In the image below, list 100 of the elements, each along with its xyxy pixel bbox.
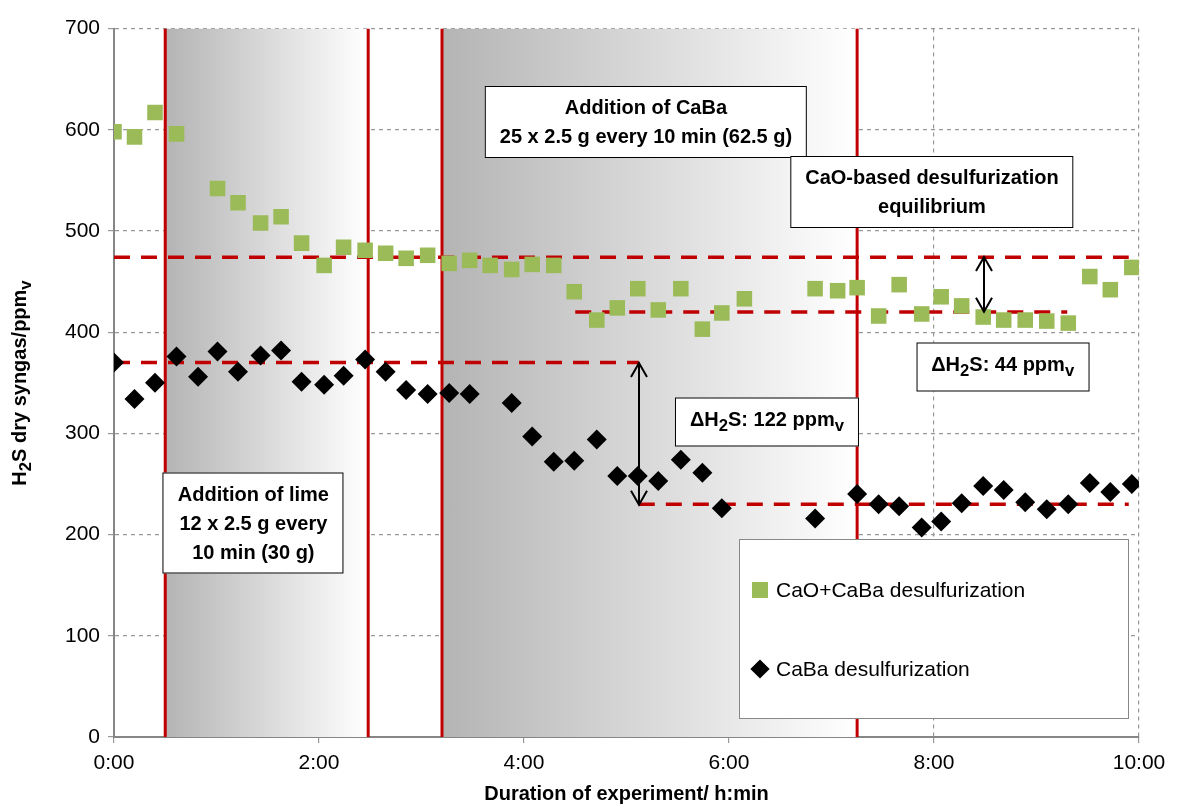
- point: [459, 383, 480, 404]
- y-tick-label: 300: [64, 420, 100, 444]
- point: [314, 374, 335, 395]
- x-tick-label: 4:00: [503, 750, 545, 774]
- point: [357, 242, 373, 259]
- point: [316, 257, 332, 274]
- point: [995, 312, 1012, 328]
- x-tick-label: 8:00: [913, 750, 955, 774]
- point: [333, 365, 354, 386]
- point: [711, 498, 732, 519]
- point: [543, 451, 564, 472]
- point: [271, 340, 292, 361]
- point: [250, 345, 271, 366]
- point: [714, 305, 730, 321]
- y-tick-label: 200: [64, 521, 100, 545]
- point: [188, 366, 209, 387]
- x-axis-title: Duration of experiment/ h:min: [484, 782, 769, 805]
- point: [1102, 281, 1119, 298]
- point: [829, 282, 846, 299]
- point: [564, 450, 585, 471]
- x-tick-label: 10:00: [1112, 750, 1166, 774]
- point: [124, 388, 145, 409]
- point: [1036, 499, 1057, 520]
- point: [166, 346, 187, 367]
- point: [1015, 492, 1036, 513]
- point: [482, 257, 498, 274]
- point: [168, 126, 185, 142]
- point: [524, 256, 540, 273]
- point: [145, 372, 165, 393]
- y-tick-label: 500: [64, 217, 100, 241]
- point: [673, 280, 689, 297]
- point: [398, 250, 414, 267]
- point: [335, 239, 352, 255]
- point: [736, 291, 753, 307]
- annotation: ΔH$_{2}$S: 122 ppm$_{v}$: [674, 397, 859, 447]
- point: [503, 261, 520, 278]
- point: [692, 462, 713, 483]
- point: [545, 257, 562, 274]
- point: [650, 302, 667, 318]
- point: [993, 480, 1014, 501]
- point: [891, 276, 907, 293]
- point: [975, 309, 991, 325]
- legend-label: CaO+CaBa desulfurization: [776, 577, 1026, 602]
- x-tick-label: 2:00: [298, 750, 340, 774]
- y-tick-label: 400: [64, 319, 100, 342]
- point: [209, 180, 226, 197]
- point: [419, 247, 436, 264]
- point: [847, 484, 868, 505]
- point: [417, 383, 438, 404]
- point: [273, 209, 289, 225]
- point: [126, 129, 143, 145]
- y-tick-label: 0: [88, 723, 100, 747]
- point: [953, 298, 970, 314]
- x-tick-label: 0:00: [93, 750, 135, 774]
- point: [931, 511, 952, 532]
- annotation: CaO-based desulfurization equilibrium: [790, 156, 1074, 229]
- point: [805, 508, 826, 529]
- point: [1082, 268, 1098, 285]
- point: [377, 245, 394, 262]
- point: [807, 280, 823, 297]
- point: [228, 361, 249, 382]
- point: [461, 252, 478, 269]
- annotation: Addition of CaBa 25 x 2.5 g every 10 min (62.5 g): [484, 86, 808, 159]
- point: [911, 517, 932, 538]
- point: [849, 279, 865, 296]
- point: [933, 289, 949, 305]
- point: [889, 496, 910, 517]
- point: [870, 308, 887, 324]
- point: [522, 426, 543, 447]
- point: [355, 349, 376, 370]
- x-tick-label: 6:00: [708, 750, 750, 774]
- point: [913, 306, 930, 322]
- point: [670, 449, 691, 470]
- annotation: Addition of lime 12 x 2.5 g every 10 min (30 g): [162, 472, 344, 574]
- point: [1124, 259, 1139, 276]
- point: [607, 465, 628, 486]
- point: [630, 280, 646, 297]
- point: [501, 393, 522, 414]
- point: [694, 321, 711, 337]
- point: [589, 312, 605, 328]
- point: [441, 255, 457, 272]
- point: [396, 379, 417, 400]
- annotation: ΔH$_{2}$S: 44 ppm$_{v}$: [916, 342, 1090, 392]
- point: [1060, 315, 1077, 331]
- point: [868, 494, 889, 515]
- point: [609, 300, 626, 316]
- y-tick-label: 700: [64, 15, 100, 39]
- point: [1017, 312, 1033, 328]
- point: [586, 429, 607, 450]
- point: [230, 194, 246, 211]
- y-tick-label: 100: [64, 622, 100, 646]
- point: [566, 283, 582, 300]
- point: [951, 493, 972, 514]
- point: [1058, 494, 1079, 515]
- point: [207, 341, 228, 362]
- point: [291, 371, 312, 392]
- point: [1100, 482, 1121, 503]
- y-tick-label: 600: [64, 116, 100, 140]
- point: [973, 476, 994, 497]
- point: [293, 235, 310, 251]
